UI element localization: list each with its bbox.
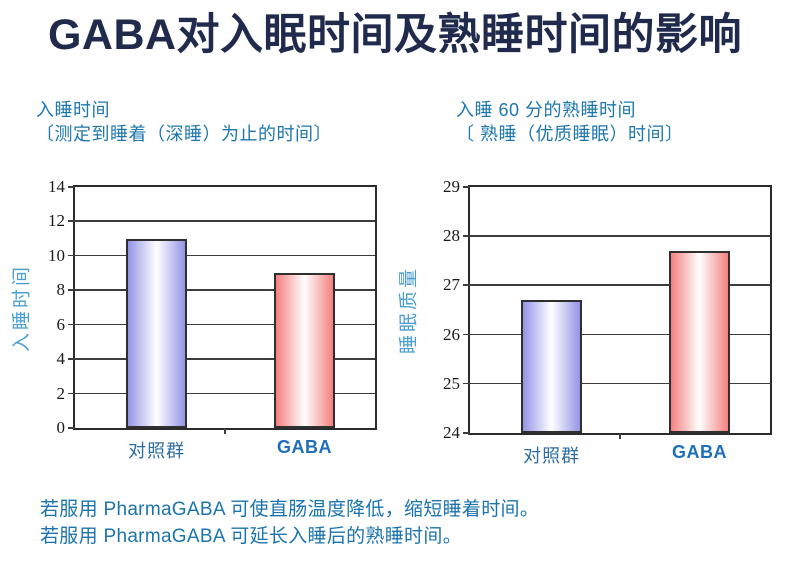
bar-control [126, 238, 188, 428]
gridline [470, 333, 770, 336]
y-tick-label: 27 [443, 275, 460, 295]
y-tick-mark [463, 235, 470, 237]
bar-gaba [273, 273, 336, 428]
y-tick-mark [463, 186, 470, 188]
right-plot-area: 24 25 26 27 28 29 对照群 GABA [443, 177, 772, 466]
gridline [75, 392, 375, 395]
gridline [75, 323, 375, 326]
left-plot-area: 0 2 4 6 8 10 12 14 对照群 GABA [48, 177, 377, 461]
gridline [470, 235, 770, 237]
gridline [470, 382, 770, 385]
sleep-quality-bar-chart: 睡眠质量 24 25 26 27 28 29 对照群 GABA [399, 177, 772, 466]
x-category-label: GABA [277, 437, 332, 457]
y-tick-label: 28 [443, 226, 460, 246]
left-chart-subtitle-line1: 入睡时间 [36, 100, 110, 120]
footer-notes: 若服用 PharmaGABA 可使直肠温度降低，缩短睡着时间。 若服用 Phar… [40, 496, 539, 550]
y-tick-mark [463, 382, 470, 385]
right-chart-subtitle-line2: 〔 熟睡（优质睡眠）时间〕 [456, 124, 684, 144]
y-tick-label: 8 [56, 280, 66, 300]
y-tick-mark [68, 289, 75, 291]
x-category-label: 对照群 [523, 446, 581, 466]
y-tick-mark [68, 323, 75, 326]
page-title: GABA对入眠时间及熟睡时间的影响 [47, 11, 743, 59]
gridline [470, 284, 770, 286]
y-tick-label: 25 [443, 373, 460, 393]
y-tick-label: 0 [56, 418, 66, 437]
y-tick-mark [68, 392, 75, 395]
gridline [75, 289, 375, 291]
left-chart-subtitle: 入睡时间 〔测定到睡着（深睡）为止的时间〕 [36, 98, 332, 146]
left-chart-subtitle-line2: 〔测定到睡着（深睡）为止的时间〕 [36, 124, 332, 144]
x-tick-mark [224, 428, 226, 434]
y-tick-label: 6 [56, 314, 66, 334]
y-tick-mark [463, 432, 470, 434]
y-tick-mark [463, 284, 470, 286]
sleep-onset-bar-chart: 入睡时间 0 2 4 6 8 10 12 14 对照群 GABA [12, 177, 377, 461]
x-category-label: 对照群 [128, 441, 186, 461]
y-tick-label: 29 [443, 177, 460, 196]
y-tick-mark [68, 254, 75, 257]
y-tick-label: 2 [56, 383, 66, 403]
y-tick-mark [68, 186, 75, 188]
right-y-axis-label: 睡眠质量 [398, 265, 420, 355]
y-tick-mark [68, 220, 75, 222]
right-chart-subtitle: 入睡 60 分的熟睡时间 〔 熟睡（优质睡眠）时间〕 [456, 98, 684, 146]
y-tick-label: 10 [48, 245, 65, 265]
footer-note-line1: 若服用 PharmaGABA 可使直肠温度降低，缩短睡着时间。 [40, 499, 540, 520]
left-y-axis-label: 入睡时间 [11, 263, 33, 352]
bar-gaba [668, 250, 731, 433]
y-tick-label: 24 [443, 423, 460, 442]
x-tick-mark [619, 433, 621, 439]
y-tick-label: 4 [56, 349, 66, 369]
y-tick-label: 26 [443, 324, 460, 344]
y-tick-label: 12 [48, 211, 65, 231]
gridline [75, 358, 375, 360]
bar-control [521, 300, 583, 433]
footer-note-line2: 若服用 PharmaGABA 可延长入睡后的熟睡时间。 [40, 526, 462, 547]
y-tick-mark [463, 333, 470, 336]
x-category-label: GABA [672, 442, 727, 462]
y-tick-mark [68, 427, 75, 429]
gridline [75, 220, 375, 222]
gridline [75, 254, 375, 257]
y-tick-label: 14 [48, 177, 65, 196]
right-chart-subtitle-line1: 入睡 60 分的熟睡时间 [456, 100, 637, 120]
y-tick-mark [68, 358, 75, 360]
